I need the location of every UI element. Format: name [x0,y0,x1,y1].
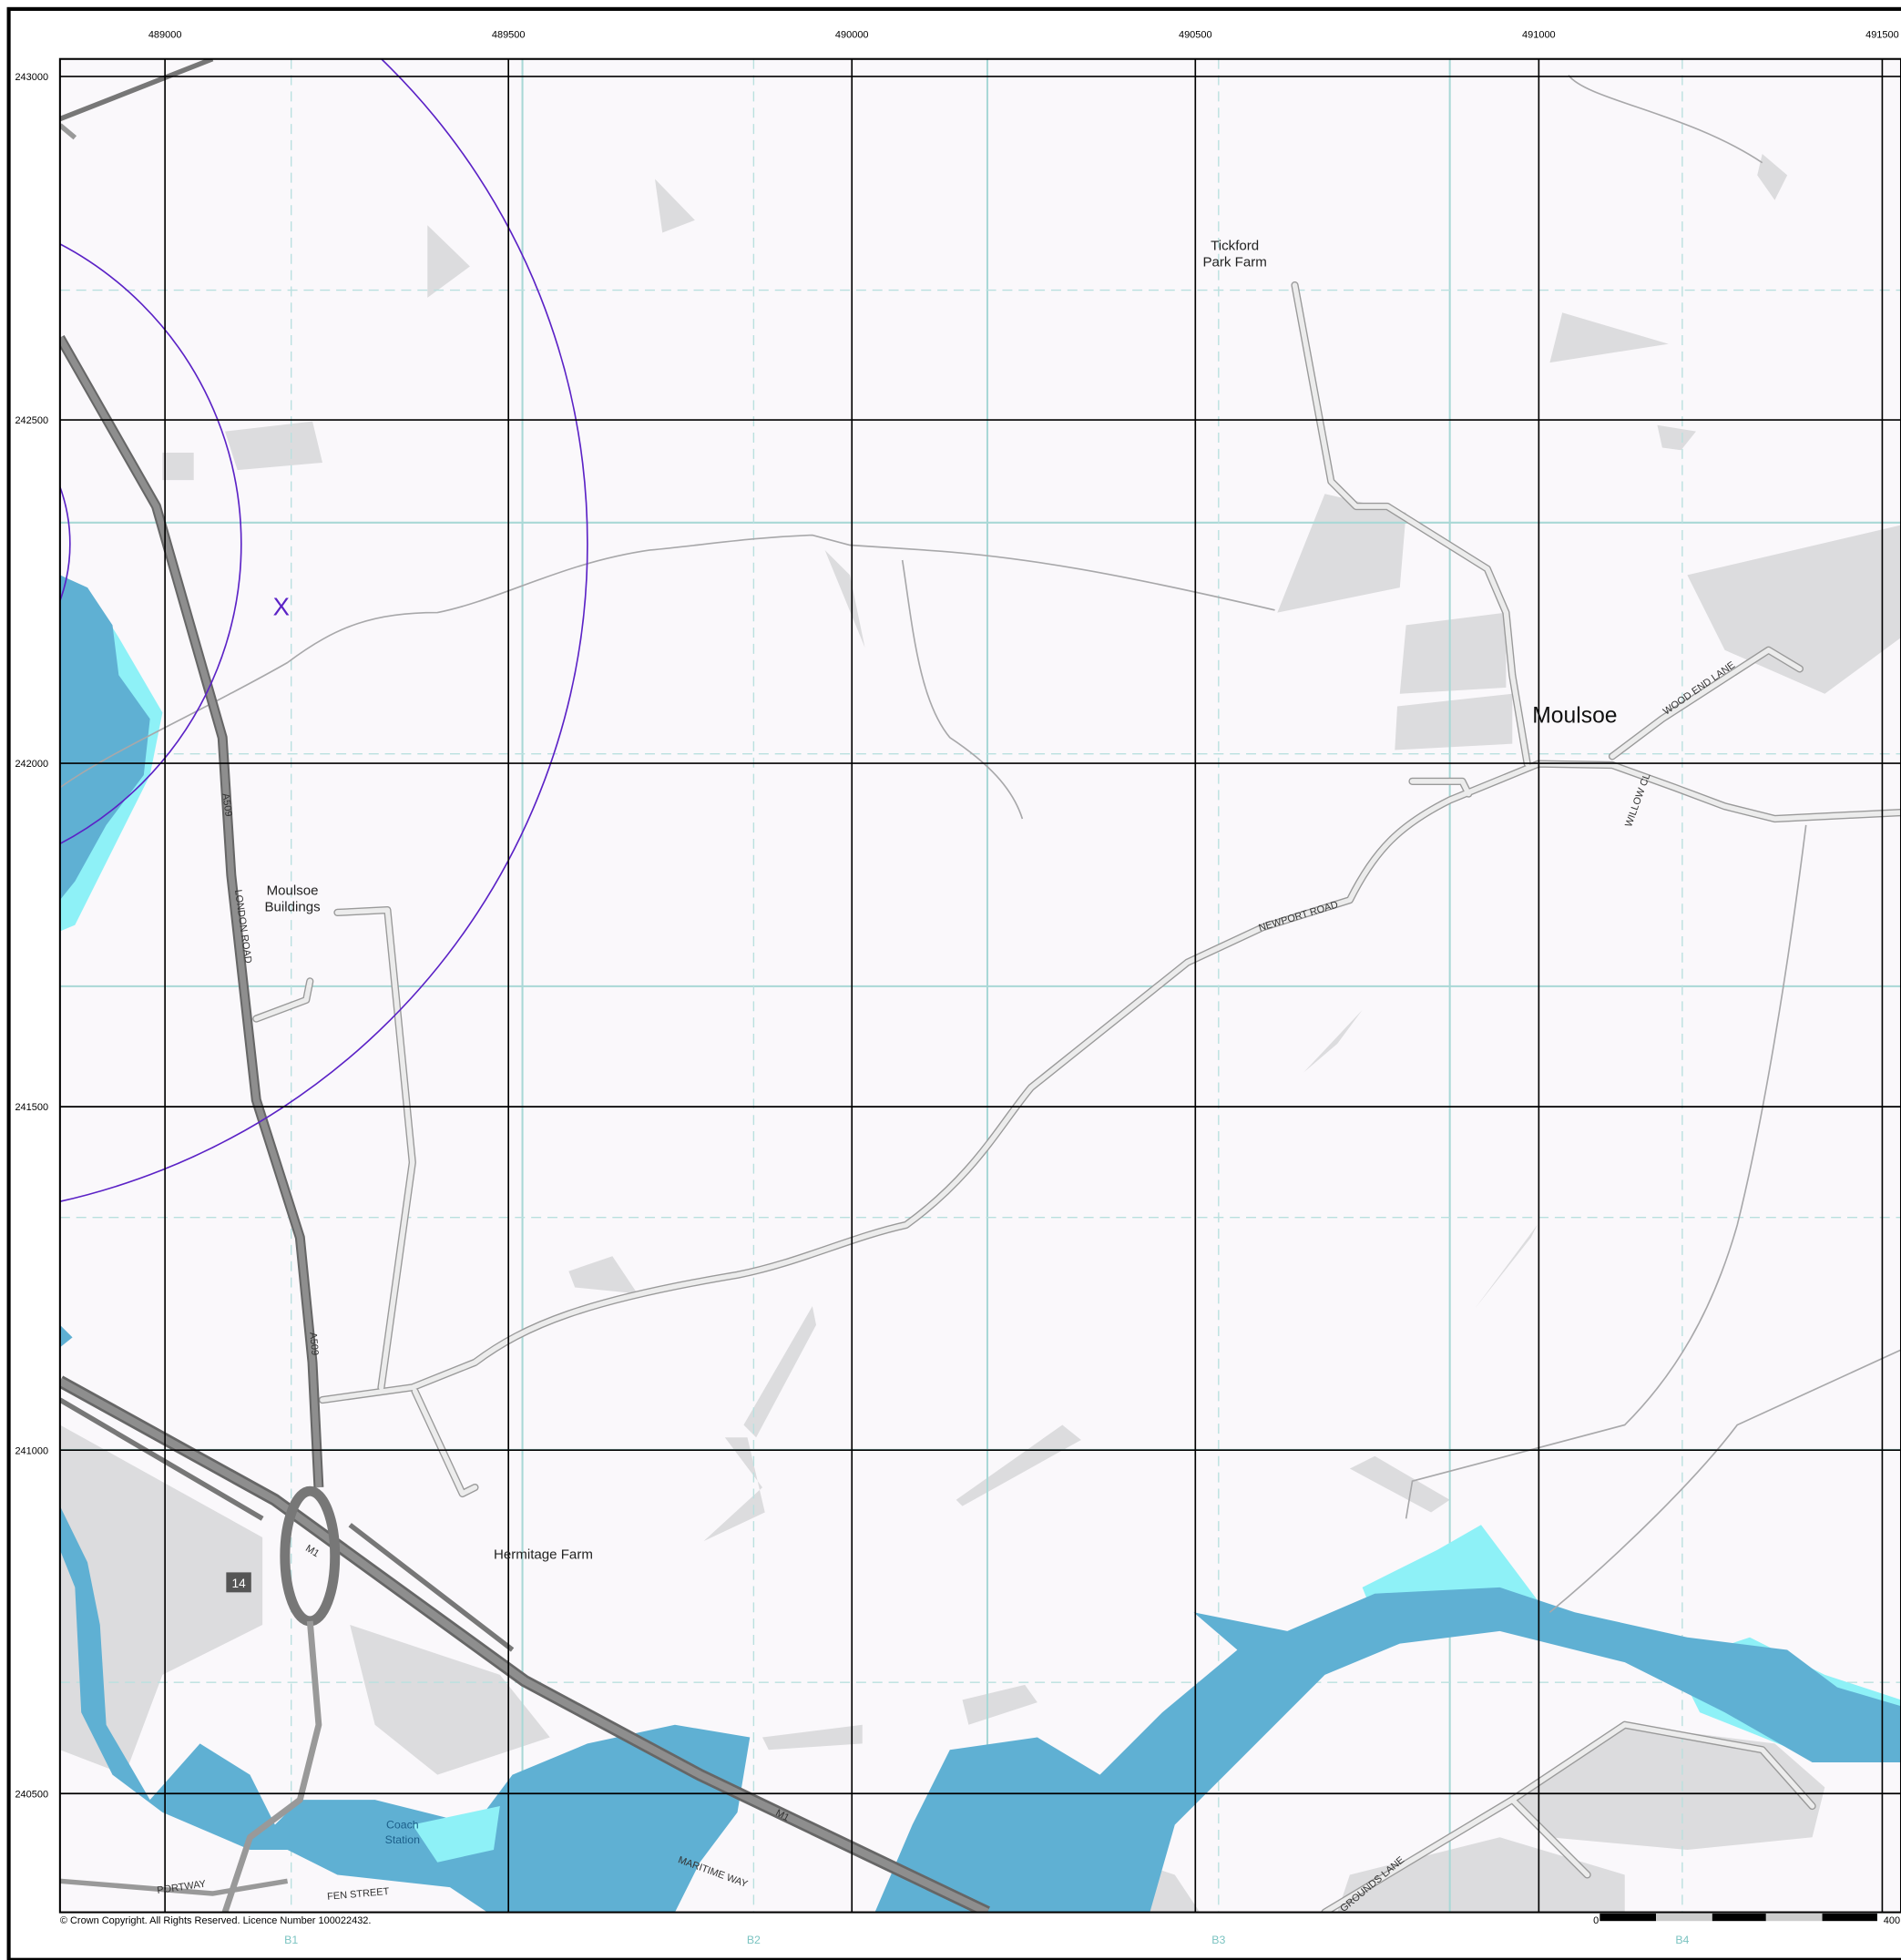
easting-label: 491500 [1865,29,1899,40]
copyright: © Crown Copyright. All Rights Reserved. … [60,1915,372,1926]
buffer-rings [59,58,588,1202]
easting-label: 491000 [1522,29,1556,40]
easting-label: 489500 [492,29,526,40]
sheet-ref: B4 [1675,1934,1689,1946]
easting-label: 490000 [835,29,869,40]
flood-zones [59,575,1901,1913]
sheet-ref: B2 [747,1934,761,1946]
sheet-ref: B3 [1211,1934,1225,1946]
northing-label: 241500 [15,1102,48,1113]
os-grid [59,58,1901,1913]
place-label: Park Farm [1202,255,1266,271]
easting-label: 490500 [1179,29,1212,40]
sheet-subgrid [59,58,1901,1913]
scale-label: 400 [1884,1915,1900,1926]
grid-labels: 489000 489500 490000 490500 491000 491500 2430… [15,29,1898,1800]
road-label: A509 [220,792,233,817]
site-marker: X [273,592,290,620]
place-label: Moulsoe [1532,703,1617,728]
northing-label: 243000 [15,72,48,83]
scale-bar: 0 400 [1593,1913,1900,1926]
place-label: Buildings [264,900,320,915]
place-label: Tickford [1211,239,1259,254]
road-label: FEN STREET [327,1886,390,1903]
place-label: Hermitage Farm [494,1547,593,1562]
map-body: Tickford Park Farm Moulsoe Moulsoe Build… [59,58,1901,1913]
tracks [59,75,1901,1613]
land-features [59,154,1901,1913]
major-roads [59,58,990,1913]
scale-label: 0 [1593,1915,1599,1926]
northing-label: 240500 [15,1789,48,1800]
junction-badge [226,1572,251,1593]
place-label: Coach [386,1819,419,1832]
place-label: Station [385,1833,421,1846]
northing-label: 242500 [15,415,48,426]
road-label: A509 [307,1332,320,1356]
place-label: Moulsoe [267,883,319,899]
easting-label: 489000 [148,29,182,40]
sheet-ref: B1 [284,1934,298,1946]
northing-label: 241000 [15,1445,48,1456]
junction-number: 14 [231,1577,246,1590]
northing-label: 242000 [15,759,48,770]
